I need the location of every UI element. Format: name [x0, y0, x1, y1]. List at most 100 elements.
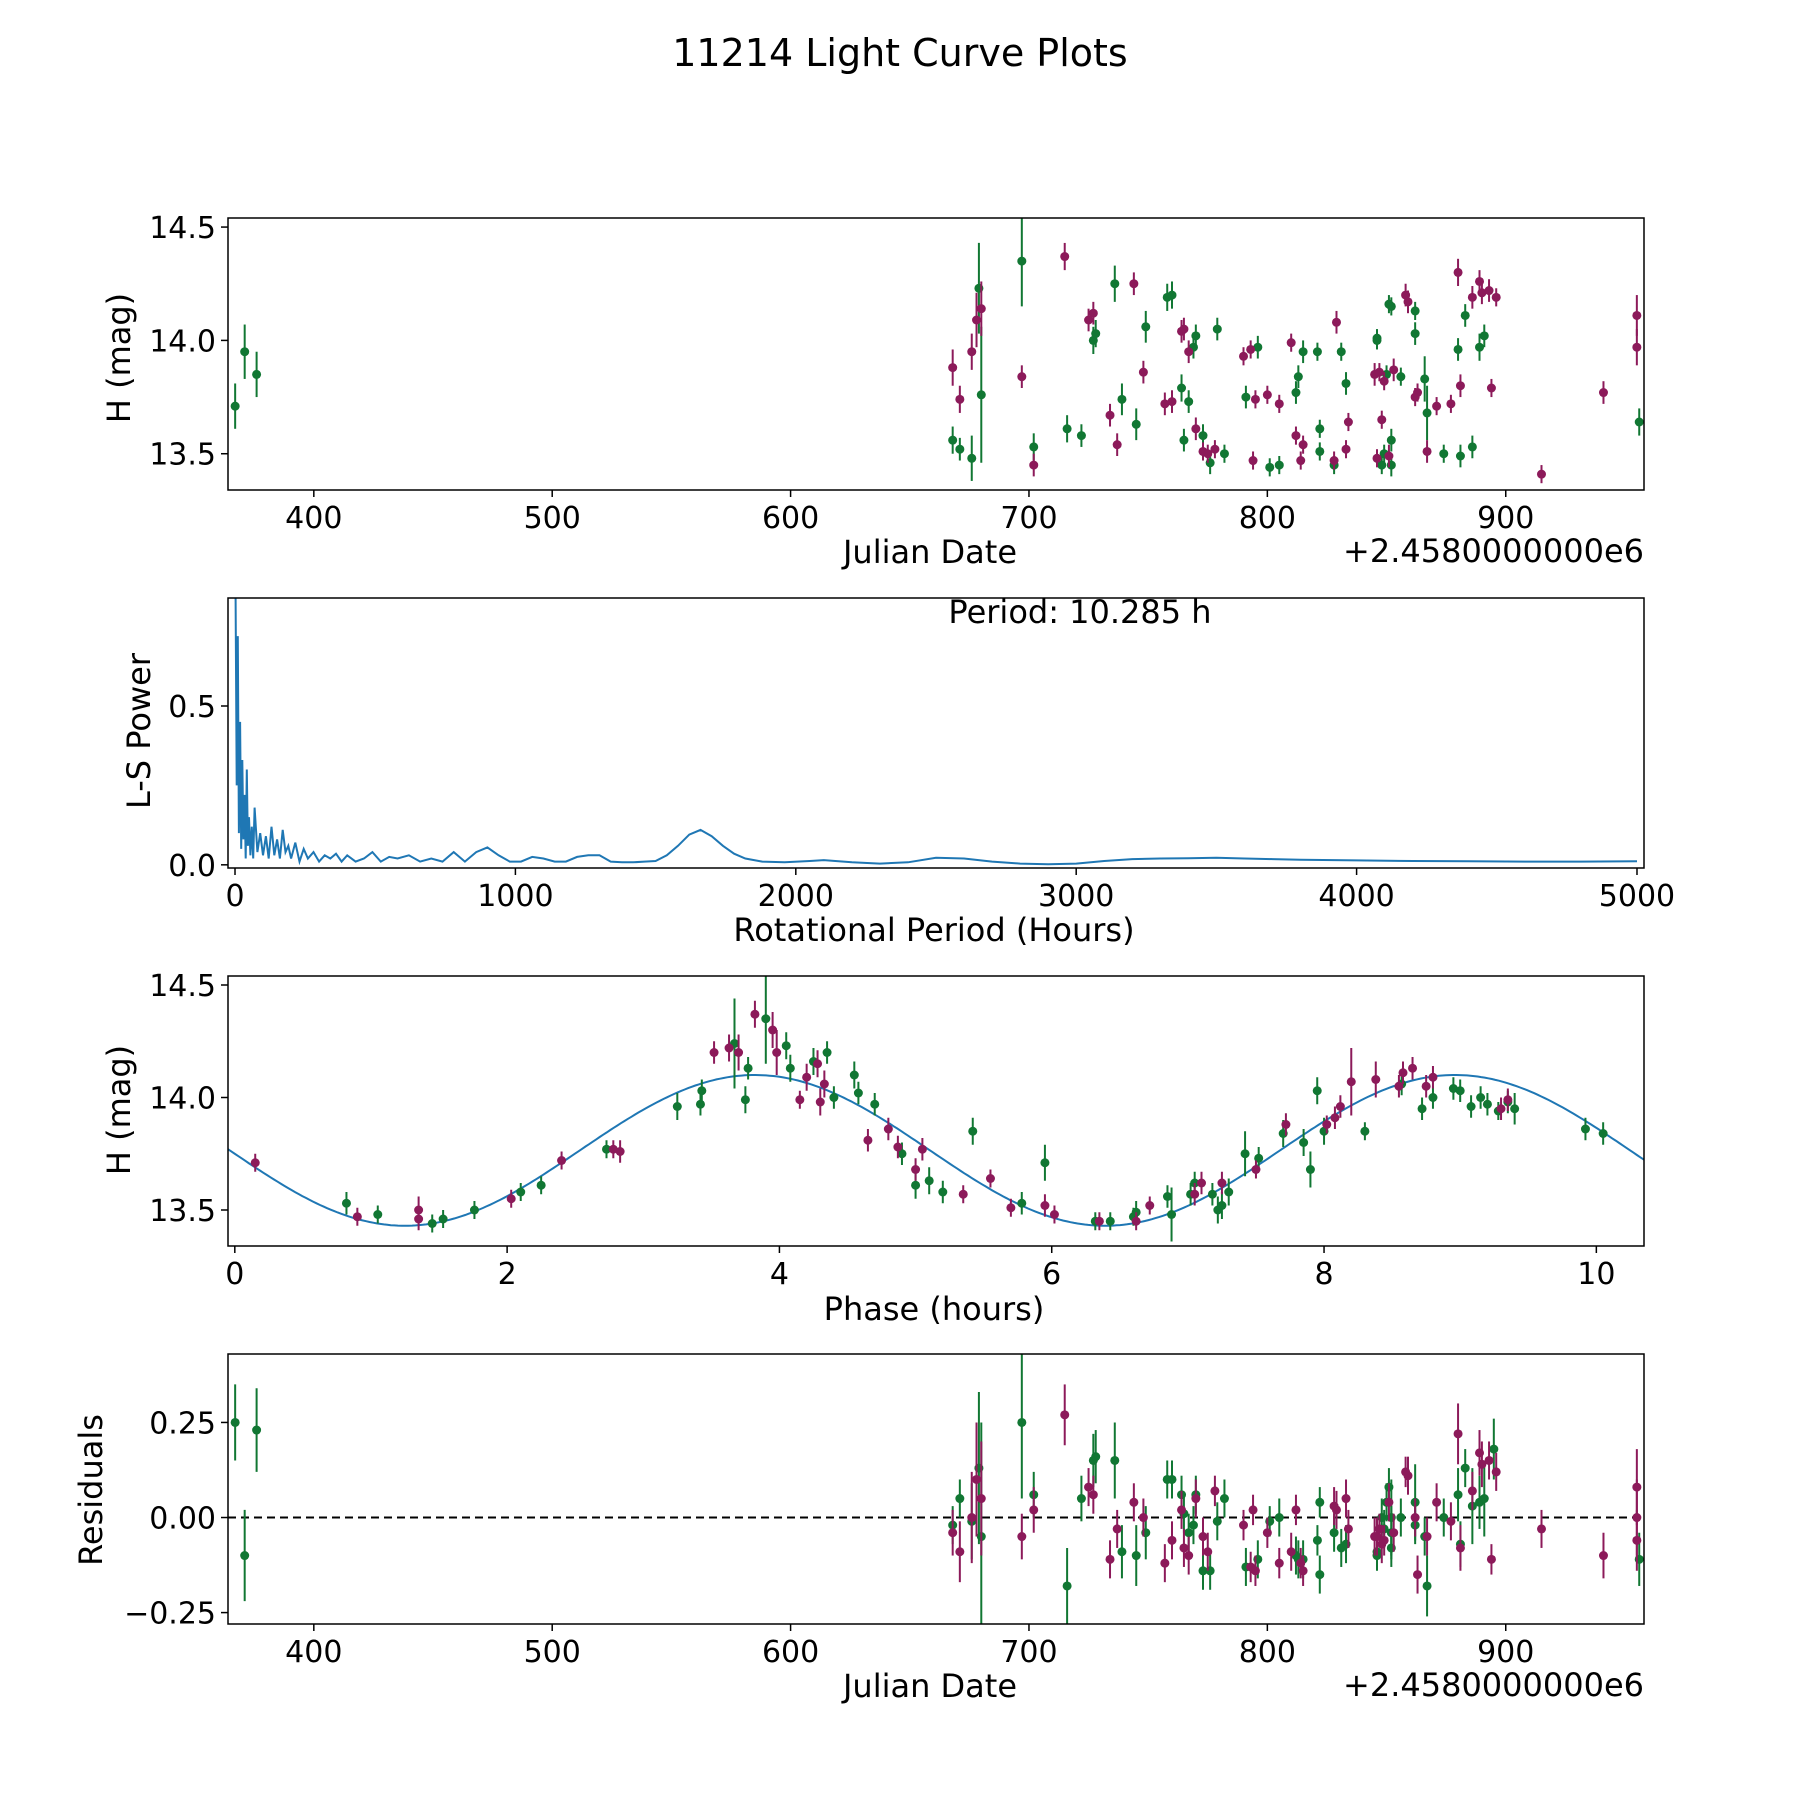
data-marker: [802, 1072, 812, 1082]
residuals-green-point: [252, 1388, 262, 1472]
periodogram-panel: Rotational Period (Hours) L-S Power Peri…: [120, 593, 1675, 949]
data-marker: [1179, 435, 1189, 445]
residuals-plot-area: [228, 1354, 1644, 1624]
data-marker: [1476, 1093, 1486, 1102]
data-marker: [1177, 1505, 1187, 1515]
data-marker: [1203, 1547, 1213, 1557]
raw-green-point: [1341, 372, 1351, 395]
data-marker: [1167, 1535, 1177, 1545]
data-marker: [602, 1144, 612, 1154]
data-marker: [1479, 1494, 1489, 1504]
phased-plot-area: [228, 976, 1644, 1242]
data-marker: [1212, 324, 1222, 334]
residuals-magenta-point: [1203, 1532, 1213, 1571]
residuals-green-point: [1460, 1449, 1470, 1488]
data-marker: [1479, 331, 1489, 341]
residuals-magenta-point: [1291, 1494, 1301, 1526]
residuals-green-point: [230, 1384, 240, 1461]
data-marker: [1117, 394, 1127, 404]
phased-magenta-point: [615, 1140, 625, 1163]
phased-green-point: [849, 1061, 859, 1089]
raw-light-curve-panel: Julian Date H (mag) +2.4580000000e6 400 5…: [100, 211, 1645, 571]
residuals-green-point: [1212, 1502, 1222, 1541]
data-marker: [427, 1219, 437, 1228]
raw-green-point: [948, 426, 958, 454]
phased-magenta-point: [1503, 1088, 1513, 1111]
phased-y-tick-label: 13.5: [149, 1194, 216, 1229]
raw-magenta-point: [1179, 317, 1189, 341]
phased-green-point: [1466, 1095, 1476, 1118]
raw-green-point: [1336, 342, 1346, 361]
phased-magenta-point: [1145, 1196, 1155, 1215]
phased-x-tick-label: 10: [1577, 1257, 1615, 1292]
phased-axes-frame: [227, 975, 1645, 1247]
phased-x-tick-label: 6: [1042, 1257, 1061, 1292]
data-marker: [1455, 1086, 1465, 1096]
phased-green-point: [1417, 1097, 1427, 1120]
residuals-magenta-point: [976, 1441, 986, 1556]
data-marker: [1410, 329, 1420, 339]
data-marker: [1017, 1198, 1027, 1208]
data-marker: [1341, 378, 1351, 388]
phased-magenta-point: [709, 1041, 719, 1064]
data-marker: [1274, 399, 1284, 409]
raw-green-point: [1315, 419, 1325, 438]
data-marker: [1040, 1158, 1050, 1168]
residuals-x-tick-label: 500: [524, 1635, 581, 1670]
data-marker: [955, 444, 965, 454]
raw-green-point: [1117, 383, 1127, 416]
raw-magenta-point: [1262, 385, 1272, 404]
data-marker: [1396, 372, 1406, 382]
residuals-axes-frame: [227, 1353, 1645, 1625]
data-marker: [1250, 1566, 1260, 1576]
data-marker: [1084, 315, 1094, 325]
data-marker: [967, 347, 977, 357]
residuals-y-axis-label: Residuals: [72, 1414, 110, 1566]
raw-magenta-point: [1491, 288, 1501, 307]
residuals-magenta-point: [1088, 1475, 1098, 1514]
raw-axes-frame: [227, 217, 1645, 491]
phased-magenta-point: [917, 1138, 927, 1161]
data-marker: [1191, 1494, 1201, 1504]
data-marker: [948, 1528, 958, 1538]
residuals-green-point: [1396, 1498, 1406, 1537]
raw-magenta-point: [1112, 433, 1122, 456]
residuals-green-point: [1315, 1487, 1325, 1518]
phased-green-point: [438, 1210, 448, 1228]
phased-green-point: [924, 1167, 934, 1195]
data-marker: [1403, 1471, 1413, 1481]
phased-green-point: [427, 1214, 437, 1233]
data-marker: [911, 1180, 921, 1190]
raw-magenta-point: [1246, 340, 1256, 359]
data-marker: [1250, 394, 1260, 404]
raw-magenta-point: [1191, 417, 1201, 441]
data-marker: [252, 1425, 262, 1435]
phased-magenta-point: [985, 1169, 995, 1188]
data-marker: [1291, 388, 1301, 398]
data-marker: [1162, 1192, 1172, 1201]
data-marker: [1453, 1490, 1463, 1500]
data-marker: [1298, 440, 1308, 450]
phased-green-point: [1305, 1151, 1315, 1188]
data-marker: [252, 369, 262, 379]
data-marker: [1394, 1081, 1404, 1091]
data-marker: [853, 1088, 863, 1098]
data-marker: [1439, 1513, 1449, 1523]
phased-magenta-point: [557, 1151, 567, 1170]
data-marker: [1167, 290, 1177, 300]
raw-green-point: [967, 435, 977, 481]
data-marker: [1598, 1129, 1608, 1138]
raw-magenta-point: [1138, 360, 1148, 384]
phased-magenta-point: [1131, 1212, 1141, 1231]
raw-magenta-point: [1403, 290, 1413, 314]
residuals-green-point: [1167, 1460, 1177, 1499]
raw-magenta-point: [1477, 281, 1487, 305]
data-marker: [414, 1205, 424, 1215]
residuals-magenta-point: [1403, 1456, 1413, 1495]
data-marker: [1029, 460, 1039, 470]
data-marker: [1386, 435, 1396, 445]
residuals-magenta-point: [1446, 1502, 1456, 1541]
residuals-green-point: [1188, 1506, 1198, 1545]
data-marker: [697, 1086, 707, 1096]
phased-model-curve: [228, 1074, 1644, 1227]
